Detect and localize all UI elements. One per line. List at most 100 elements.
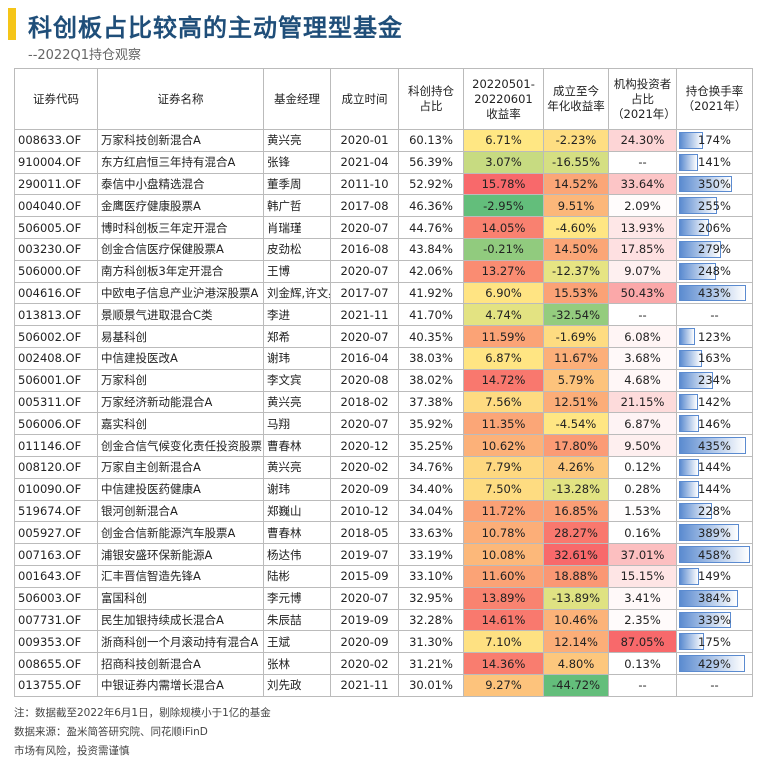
header-cell: 科创持仓 占比 — [398, 68, 464, 130]
table-cell: 15.53% — [543, 281, 609, 305]
cell-text: 206% — [698, 220, 731, 235]
cell-text: 38.03% — [409, 351, 453, 366]
cell-text: 384% — [698, 591, 731, 606]
table-cell: 174% — [676, 129, 753, 152]
cell-text: 王博 — [267, 264, 290, 279]
table-row: 506001.OF 万家科创 李文宾 2020-08 38.02% 14.72% 5.79%… — [14, 368, 753, 392]
header-line: 基金经理 — [274, 91, 320, 106]
table-cell: 255% — [676, 194, 753, 218]
table-cell: 6.87% — [463, 346, 544, 370]
cell-text: 2020-09 — [340, 482, 389, 497]
cell-text: 248% — [698, 264, 731, 279]
table-body: 008633.OF 万家科技创新混合A 黄兴亮 2020-01 60.13% 6.71% -… — [14, 129, 753, 697]
cell-text: 350% — [698, 176, 731, 191]
table-row: 010090.OF 中信建投医药健康A 谢玮 2020-09 34.40% 7.50% -1… — [14, 477, 753, 501]
table-cell: -12.37% — [543, 259, 609, 283]
cell-text: -- — [638, 307, 647, 322]
table-cell: 17.80% — [543, 434, 609, 457]
table-cell: -0.21% — [463, 237, 544, 261]
table-cell: 52.92% — [398, 172, 464, 196]
table-cell: 2.09% — [608, 194, 677, 218]
table-cell: 15.78% — [463, 172, 544, 196]
cell-text: 41.70% — [409, 307, 453, 322]
table-row: 008120.OF 万家自主创新混合A 黄兴亮 2020-02 34.76% 7.79% 4… — [14, 455, 753, 479]
table-row: 013813.OF 景顺景气进取混合C类 李进 2021-11 41.70% 4.74% -… — [14, 303, 753, 327]
cell-text: 肖瑞瑾 — [267, 220, 302, 235]
table-row: 004040.OF 金鹰医疗健康股票A 韩广哲 2017-08 46.36% -2.95%… — [14, 194, 753, 218]
table-cell: 123% — [676, 325, 753, 348]
table-cell: 34.76% — [398, 455, 464, 479]
table-cell: -13.28% — [543, 477, 609, 501]
cell-text: 浙商科创一个月滚动持有混合A — [101, 634, 259, 649]
table-cell: -13.89% — [543, 586, 609, 610]
table-cell: 2021-11 — [330, 673, 399, 697]
table-row: 008633.OF 万家科技创新混合A 黄兴亮 2020-01 60.13% 6.71% -… — [14, 129, 753, 152]
table-cell: 15.15% — [608, 564, 677, 588]
cell-text: 46.36% — [409, 198, 453, 213]
table-cell: 60.13% — [398, 129, 464, 152]
table-cell: 14.72% — [463, 368, 544, 392]
cell-text: 002408.OF — [18, 351, 82, 366]
table-cell: 32.95% — [398, 586, 464, 610]
cell-text: 279% — [698, 242, 731, 257]
cell-text: 陆彬 — [267, 569, 290, 584]
table-cell: 34.04% — [398, 499, 464, 523]
cell-text: 6.87% — [624, 416, 661, 431]
table-cell: 11.67% — [543, 346, 609, 370]
table-cell: 175% — [676, 630, 753, 654]
cell-text: 004040.OF — [18, 198, 82, 213]
header-line: 持仓换手率 — [685, 84, 744, 98]
table-cell: 博时科创板三年定开混合 — [97, 216, 264, 239]
table-cell: 万家经济新动能混合A — [97, 390, 264, 414]
header-cell: 证券名称 — [97, 68, 264, 130]
cell-text: 33.10% — [409, 569, 453, 584]
table-cell: 87.05% — [608, 630, 677, 654]
cell-text: 10.78% — [481, 525, 526, 540]
table-cell: 506005.OF — [14, 216, 98, 239]
cell-text: 35.92% — [409, 416, 453, 431]
table-cell: 13.27% — [463, 259, 544, 283]
table-cell: -- — [608, 673, 677, 697]
cell-text: 15.15% — [620, 569, 665, 584]
cell-text: 435% — [698, 438, 731, 453]
table-cell: 40.35% — [398, 325, 464, 348]
cell-text: -32.54% — [552, 307, 600, 322]
table-cell: 2.35% — [608, 608, 677, 632]
cell-text: 11.67% — [554, 351, 598, 366]
table-cell: 杨达伟 — [263, 543, 331, 566]
cell-text: 黄兴亮 — [267, 460, 302, 475]
cell-text: 招商科技创新混合A — [101, 656, 201, 671]
header-cell: 成立至今 年化收益率 — [543, 68, 609, 130]
cell-text: 31.21% — [409, 656, 453, 671]
table-cell: 458% — [676, 543, 753, 566]
table-cell: 008633.OF — [14, 129, 98, 152]
table-row: 910004.OF 东方红启恒三年持有混合A 张锋 2021-04 56.39% 3.07… — [14, 150, 753, 174]
table-cell: 37.01% — [608, 543, 677, 566]
table-cell: 曹春林 — [263, 521, 331, 545]
table-cell: 13.93% — [608, 216, 677, 239]
table-cell: 506006.OF — [14, 412, 98, 436]
cell-text: 2021-04 — [340, 155, 389, 170]
cell-text: 0.12% — [624, 460, 661, 475]
table-cell: 陆彬 — [263, 564, 331, 588]
cell-text: 11.60% — [481, 569, 526, 584]
cell-text: -- — [638, 155, 647, 170]
table-cell: 2020-02 — [330, 455, 399, 479]
cell-text: 2018-05 — [340, 525, 389, 540]
cell-text: 泰信中小盘精选混合 — [101, 176, 205, 191]
cell-text: 2017-07 — [340, 285, 389, 300]
table-cell: 234% — [676, 368, 753, 392]
cell-text: 易基科创 — [101, 329, 147, 344]
cell-text: 37.01% — [620, 547, 665, 562]
cell-text: 创金合信气候变化责任投资股票 — [101, 438, 262, 453]
cell-text: 9.50% — [624, 438, 661, 453]
cell-text: 011146.OF — [18, 438, 82, 453]
cell-text: 389% — [698, 525, 731, 540]
cell-text: 谢玮 — [267, 482, 290, 497]
table-cell: 0.16% — [608, 521, 677, 545]
table-cell: 10.46% — [543, 608, 609, 632]
table-cell: 206% — [676, 216, 753, 239]
data-bar — [679, 589, 738, 607]
table-cell: 33.10% — [398, 564, 464, 588]
table-cell: 汇丰晋信智造先锋A — [97, 564, 264, 588]
